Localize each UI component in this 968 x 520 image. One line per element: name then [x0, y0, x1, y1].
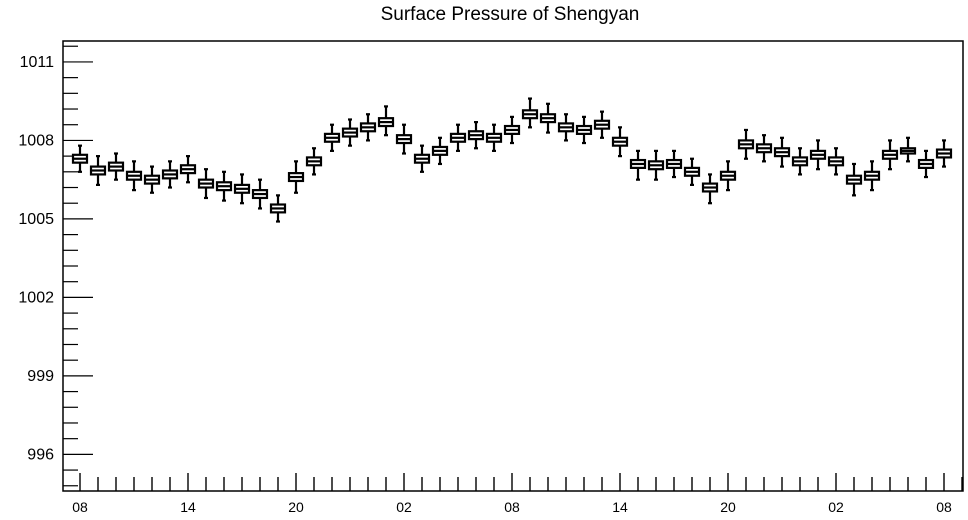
- y-tick-label: 1008: [18, 132, 54, 149]
- box-item: [593, 110, 611, 139]
- box-item: [917, 149, 935, 179]
- box-item: [791, 147, 809, 176]
- box-item: [71, 144, 89, 173]
- x-tick-label: 08: [72, 499, 88, 515]
- chart-title: Surface Pressure of Shengyan: [380, 4, 640, 25]
- box-item: [863, 160, 881, 192]
- x-tick-label: 02: [396, 499, 412, 515]
- box-item: [179, 155, 197, 184]
- y-axis: 996 999 1002 1005 1008 1011: [18, 45, 93, 487]
- box-item: [161, 160, 179, 189]
- box-item: [773, 136, 791, 168]
- y-tick-label: 1002: [18, 289, 54, 306]
- box-item: [359, 113, 377, 142]
- box-item: [575, 115, 593, 145]
- box-item: [611, 126, 629, 158]
- box-item: [755, 134, 773, 163]
- box-item: [287, 160, 305, 194]
- box-item: [323, 123, 341, 152]
- x-tick-label: 20: [720, 499, 736, 515]
- x-tick-label: 08: [504, 499, 520, 515]
- box-item: [197, 168, 215, 200]
- box-item: [449, 123, 467, 152]
- box-item: [503, 115, 521, 145]
- box-item: [539, 102, 557, 134]
- box-item: [233, 173, 251, 205]
- box-item: [125, 160, 143, 192]
- box-item: [737, 128, 755, 160]
- box-item: [647, 149, 665, 181]
- box-item: [107, 152, 125, 181]
- box-item: [305, 147, 323, 176]
- box-item: [431, 136, 449, 166]
- y-tick-label: 1005: [18, 211, 54, 228]
- box-item: [629, 149, 647, 181]
- box-item: [683, 157, 701, 186]
- box-item: [485, 123, 503, 152]
- box-item: [701, 173, 719, 205]
- box-item: [395, 123, 413, 155]
- box-item: [89, 155, 107, 186]
- box-series: [71, 97, 953, 223]
- box-item: [845, 162, 863, 197]
- box-item: [251, 178, 269, 210]
- box-item: [467, 121, 485, 150]
- x-axis: 08 14 20 02 08 14 20 02 08: [72, 473, 963, 515]
- box-item: [809, 139, 827, 171]
- box-item: [557, 113, 575, 142]
- box-item: [215, 170, 233, 202]
- box-item: [521, 97, 539, 129]
- box-item: [413, 144, 431, 173]
- box-item: [827, 147, 845, 176]
- box-item: [935, 139, 953, 168]
- box-item: [899, 136, 917, 163]
- plot-frame: [62, 40, 964, 492]
- x-tick-label: 02: [828, 499, 844, 515]
- y-tick-label: 1011: [20, 54, 55, 71]
- box-item: [269, 194, 287, 223]
- box-item: [881, 139, 899, 171]
- box-item: [719, 160, 737, 192]
- box-item: [377, 105, 395, 137]
- x-tick-label: 08: [936, 499, 952, 515]
- y-tick-label: 996: [27, 446, 54, 463]
- x-tick-label: 14: [180, 499, 196, 515]
- y-tick-label: 999: [27, 368, 54, 385]
- box-item: [143, 165, 161, 194]
- box-item: [341, 118, 359, 147]
- x-tick-label: 20: [288, 499, 304, 515]
- box-item: [665, 149, 683, 179]
- x-tick-label: 14: [612, 499, 628, 515]
